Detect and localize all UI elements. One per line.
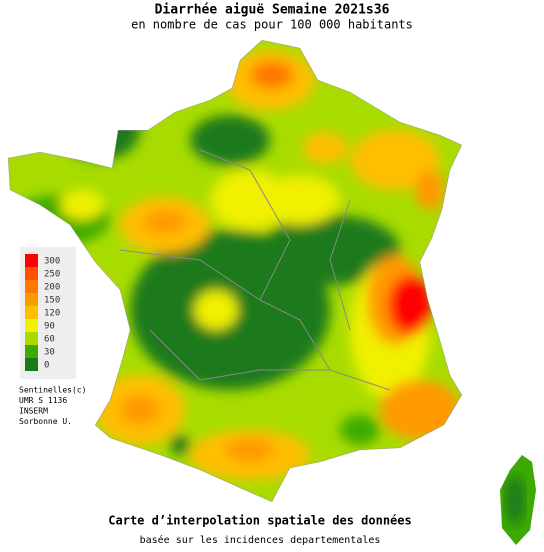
legend-label: 250 <box>44 270 60 280</box>
legend-label: 300 <box>44 257 60 267</box>
legend-swatch <box>25 345 38 358</box>
credit-line: UMR S 1136 <box>19 396 67 405</box>
title: Diarrhée aiguë Semaine 2021s36 <box>155 3 390 18</box>
legend-label: 120 <box>44 309 60 319</box>
credit-line: Sorbonne U. <box>19 417 72 426</box>
france-outline <box>8 40 462 502</box>
legend-swatch <box>25 332 38 345</box>
footer-title: Carte d’interpolation spatiale des donné… <box>108 514 411 528</box>
credit-line: Sentinelles(c) <box>19 386 86 395</box>
corsica <box>500 455 536 545</box>
footer-subtitle: basée sur les incidences departementales <box>140 534 381 546</box>
legend-label: 30 <box>44 348 55 358</box>
legend-label: 0 <box>44 361 49 371</box>
legend-swatch <box>25 358 38 371</box>
legend-swatch <box>25 319 38 332</box>
legend-swatch <box>25 267 38 280</box>
legend-swatch <box>25 293 38 306</box>
legend-label: 150 <box>44 296 60 306</box>
subtitle: en nombre de cas pour 100 000 habitants <box>131 18 413 32</box>
legend-swatch <box>25 280 38 293</box>
legend-label: 60 <box>44 335 55 345</box>
legend-label: 90 <box>44 322 55 332</box>
credit-line: INSERM <box>19 407 48 416</box>
legend-swatch <box>25 306 38 319</box>
legend-swatch <box>25 254 38 267</box>
legend-label: 200 <box>44 283 60 293</box>
